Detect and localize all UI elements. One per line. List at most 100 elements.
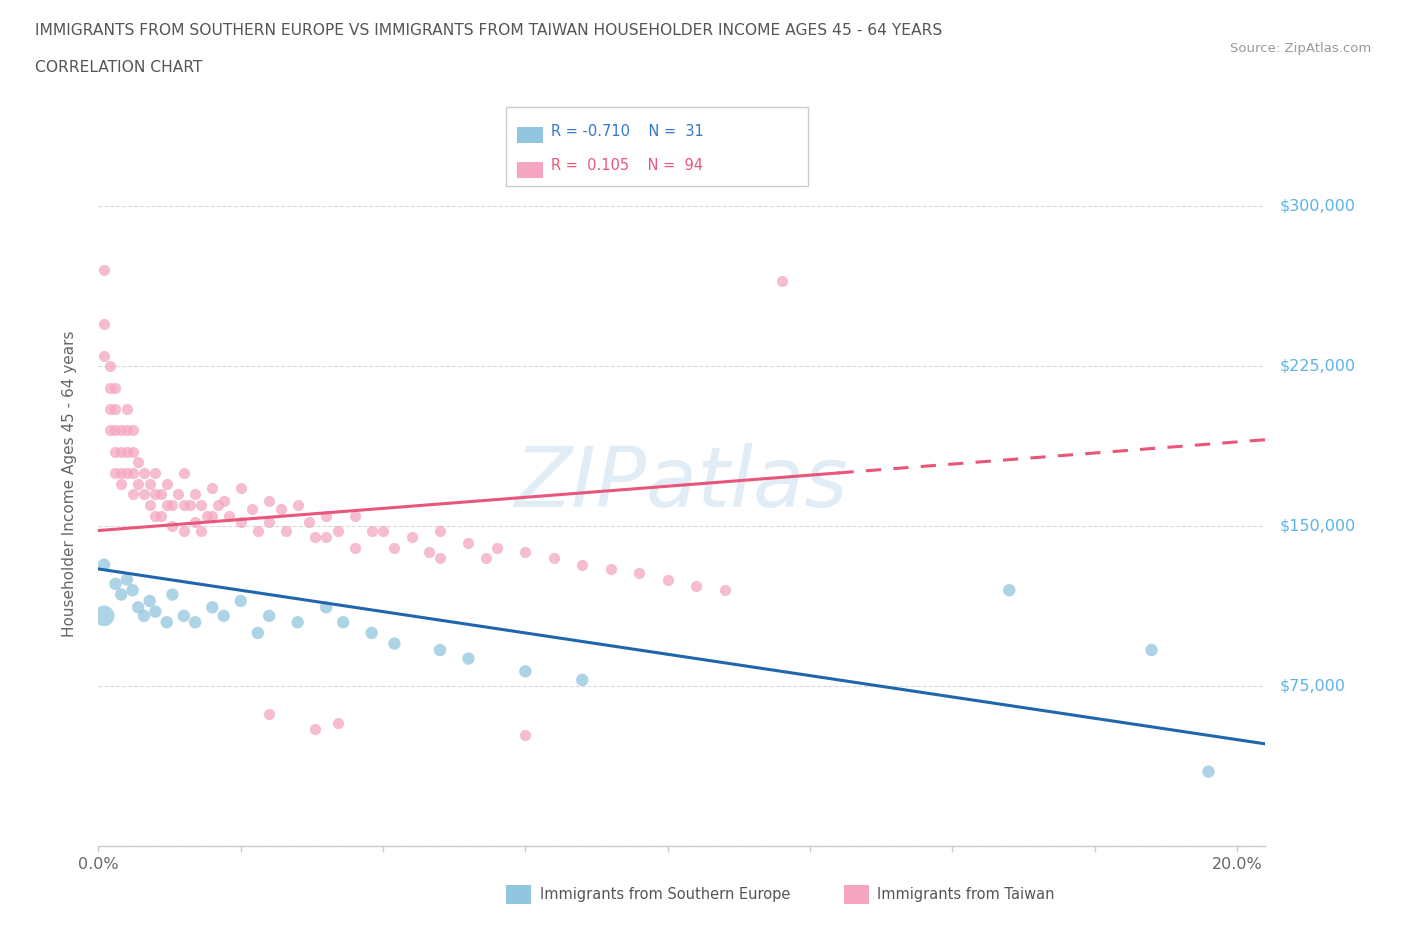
Point: [298, 514, 321, 529]
Point: [110, 476, 132, 491]
Point: [167, 486, 190, 501]
Point: [104, 402, 127, 417]
Point: [332, 615, 354, 630]
Point: [515, 544, 537, 559]
Text: $225,000: $225,000: [1279, 359, 1355, 374]
Point: [315, 508, 337, 523]
Point: [201, 600, 224, 615]
Point: [474, 551, 496, 565]
Point: [104, 423, 127, 438]
Point: [276, 523, 298, 538]
Text: IMMIGRANTS FROM SOUTHERN EUROPE VS IMMIGRANTS FROM TAIWAN HOUSEHOLDER INCOME AGE: IMMIGRANTS FROM SOUTHERN EUROPE VS IMMIG…: [35, 23, 942, 38]
Point: [138, 476, 160, 491]
Point: [485, 540, 508, 555]
Point: [93, 316, 115, 331]
Point: [628, 565, 651, 580]
Text: R = -0.710    N =  31: R = -0.710 N = 31: [551, 124, 704, 139]
Point: [121, 445, 143, 459]
Point: [93, 557, 115, 572]
Text: Immigrants from Southern Europe: Immigrants from Southern Europe: [540, 887, 790, 902]
Point: [115, 466, 138, 481]
Point: [287, 498, 309, 512]
Point: [229, 481, 252, 496]
Point: [543, 551, 565, 565]
Point: [132, 466, 155, 481]
Point: [115, 423, 138, 438]
Point: [184, 486, 207, 501]
Text: $75,000: $75,000: [1279, 679, 1346, 694]
Point: [657, 572, 679, 587]
Point: [110, 423, 132, 438]
Point: [121, 423, 143, 438]
Point: [115, 445, 138, 459]
Point: [162, 519, 184, 534]
Point: [195, 508, 218, 523]
Point: [257, 493, 280, 508]
Point: [401, 529, 423, 544]
Point: [104, 577, 127, 591]
Point: [384, 636, 406, 651]
Point: [150, 508, 173, 523]
Point: [98, 380, 121, 395]
Point: [98, 359, 121, 374]
Point: [115, 402, 138, 417]
Point: [685, 578, 707, 593]
Point: [162, 498, 184, 512]
Point: [143, 508, 166, 523]
Point: [240, 502, 263, 517]
Point: [121, 466, 143, 481]
Point: [132, 608, 155, 623]
Point: [360, 626, 382, 641]
Point: [429, 551, 451, 565]
Point: [257, 707, 280, 722]
Point: [270, 502, 292, 517]
Point: [212, 493, 235, 508]
Point: [190, 523, 212, 538]
Point: [212, 608, 235, 623]
Point: [770, 273, 793, 288]
Point: [104, 466, 127, 481]
Text: ZIPatlas: ZIPatlas: [515, 443, 849, 525]
Point: [418, 544, 440, 559]
Point: [104, 380, 127, 395]
Point: [156, 476, 179, 491]
Point: [515, 664, 537, 679]
Point: [143, 466, 166, 481]
Point: [127, 476, 149, 491]
Point: [132, 486, 155, 501]
Point: [1140, 643, 1163, 658]
Point: [257, 514, 280, 529]
Point: [110, 587, 132, 602]
Point: [515, 728, 537, 743]
Point: [173, 466, 195, 481]
Point: [246, 626, 269, 641]
Point: [713, 583, 735, 598]
Point: [143, 604, 166, 619]
Point: [138, 498, 160, 512]
Point: [93, 348, 115, 363]
Text: R =  0.105    N =  94: R = 0.105 N = 94: [551, 158, 703, 173]
Point: [115, 572, 138, 587]
Point: [93, 608, 115, 623]
Point: [150, 486, 173, 501]
Point: [571, 672, 593, 687]
Point: [110, 445, 132, 459]
Point: [429, 523, 451, 538]
Point: [457, 651, 479, 666]
Point: [599, 562, 621, 577]
Point: [998, 583, 1021, 598]
Point: [201, 508, 224, 523]
Point: [360, 523, 382, 538]
Point: [173, 608, 195, 623]
Point: [315, 529, 337, 544]
Point: [384, 540, 406, 555]
Point: [457, 536, 479, 551]
Point: [98, 423, 121, 438]
Point: [304, 529, 326, 544]
Point: [190, 498, 212, 512]
Point: [304, 722, 326, 737]
Point: [173, 498, 195, 512]
Point: [173, 523, 195, 538]
Point: [138, 593, 160, 608]
Point: [184, 615, 207, 630]
